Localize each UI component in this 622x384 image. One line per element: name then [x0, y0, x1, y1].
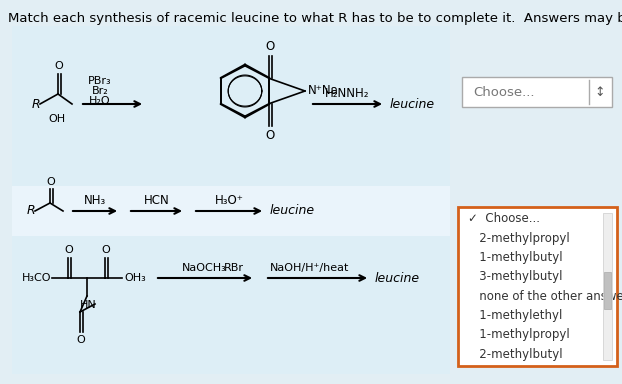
FancyBboxPatch shape	[604, 272, 611, 309]
Text: HN: HN	[80, 300, 97, 310]
Text: R: R	[27, 205, 35, 217]
Text: 1-methylbutyl: 1-methylbutyl	[468, 251, 563, 264]
Text: PBr₃: PBr₃	[88, 76, 112, 86]
Text: OH₃: OH₃	[124, 273, 146, 283]
FancyBboxPatch shape	[12, 236, 450, 374]
Text: 1-methylpropyl: 1-methylpropyl	[468, 328, 570, 341]
Text: Choose...: Choose...	[473, 86, 534, 99]
Text: R: R	[32, 98, 40, 111]
Text: NaOCH₃: NaOCH₃	[182, 263, 227, 273]
Text: O: O	[266, 40, 275, 53]
Text: Br₂: Br₂	[91, 86, 108, 96]
FancyBboxPatch shape	[462, 77, 612, 107]
Text: H₃O⁺: H₃O⁺	[215, 194, 243, 207]
Text: O: O	[101, 245, 110, 255]
Text: 2-methylbutyl: 2-methylbutyl	[468, 348, 563, 361]
Text: H₃CO: H₃CO	[22, 273, 52, 283]
Text: H₂NNH₂: H₂NNH₂	[325, 87, 369, 100]
FancyBboxPatch shape	[458, 207, 617, 366]
Text: O: O	[65, 245, 73, 255]
Text: NH₃: NH₃	[84, 194, 106, 207]
Text: HCN: HCN	[144, 194, 170, 207]
Text: 3-methylbutyl: 3-methylbutyl	[468, 270, 562, 283]
Text: leucine: leucine	[375, 271, 420, 285]
Text: O: O	[266, 129, 275, 142]
Text: N⁺Na: N⁺Na	[308, 84, 339, 98]
Text: 2-methylpropyl: 2-methylpropyl	[468, 232, 570, 245]
Text: Match each synthesis of racemic leucine to what R has to be to complete it.  Ans: Match each synthesis of racemic leucine …	[8, 12, 622, 25]
Text: none of the other answers: none of the other answers	[468, 290, 622, 303]
Text: H₂O: H₂O	[89, 96, 111, 106]
Text: 1-methylethyl: 1-methylethyl	[468, 309, 562, 322]
Text: leucine: leucine	[390, 98, 435, 111]
Text: NaOH/H⁺/heat: NaOH/H⁺/heat	[270, 263, 350, 273]
FancyBboxPatch shape	[12, 26, 450, 186]
Text: leucine: leucine	[270, 205, 315, 217]
Text: OH: OH	[49, 114, 65, 124]
Text: O: O	[77, 335, 85, 345]
Text: O: O	[47, 177, 55, 187]
Text: RBr: RBr	[224, 263, 244, 273]
Text: ↕: ↕	[595, 86, 605, 99]
FancyBboxPatch shape	[603, 213, 612, 360]
Text: O: O	[55, 61, 63, 71]
FancyBboxPatch shape	[12, 186, 450, 236]
Text: ✓  Choose...: ✓ Choose...	[468, 212, 540, 225]
